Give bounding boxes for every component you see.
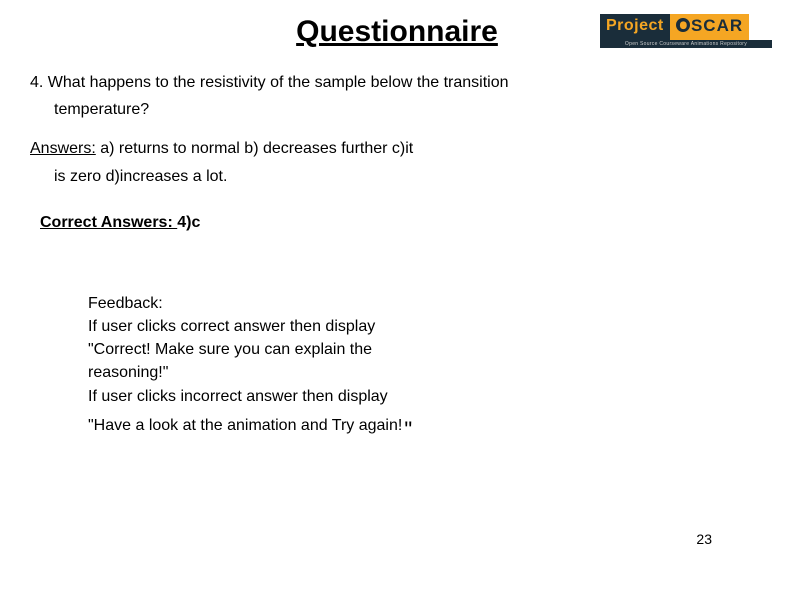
correct-answer-block: Correct Answers: 4)c xyxy=(40,214,764,232)
feedback-line3: "Correct! Make sure you can explain the xyxy=(88,338,588,361)
feedback-close-quote: " xyxy=(404,417,412,442)
answers-line2: is zero d)increases a lot. xyxy=(54,163,764,190)
question-block: 4. What happens to the resistivity of th… xyxy=(30,69,764,123)
feedback-line1: Feedback: xyxy=(88,292,588,315)
logo-oscar-text: OSCAR xyxy=(670,14,749,40)
project-oscar-logo: Project OSCAR Open Source Courseware Ani… xyxy=(600,14,772,49)
answers-label: Answers: xyxy=(30,140,96,157)
feedback-block: Feedback: If user clicks correct answer … xyxy=(88,292,588,446)
correct-answer-value: 4)c xyxy=(177,214,200,231)
feedback-line2: If user clicks correct answer then displ… xyxy=(88,315,588,338)
feedback-line4: reasoning!" xyxy=(88,361,588,384)
feedback-line6: "Have a look at the animation and Try ag… xyxy=(88,417,402,434)
question-text-line1: What happens to the resistivity of the s… xyxy=(48,74,509,91)
feedback-line5: If user clicks incorrect answer then dis… xyxy=(88,385,588,408)
answers-block: Answers: a) returns to normal b) decreas… xyxy=(30,135,764,189)
correct-answer-label: Correct Answers: xyxy=(40,214,177,231)
question-text-line2: temperature? xyxy=(54,96,764,123)
question-number: 4. xyxy=(30,74,43,91)
answers-line1: a) returns to normal b) decreases furthe… xyxy=(96,140,413,157)
logo-subtitle: Open Source Courseware Animations Reposi… xyxy=(600,40,772,48)
logo-project-text: Project xyxy=(600,14,670,40)
page-number: 23 xyxy=(696,531,712,547)
